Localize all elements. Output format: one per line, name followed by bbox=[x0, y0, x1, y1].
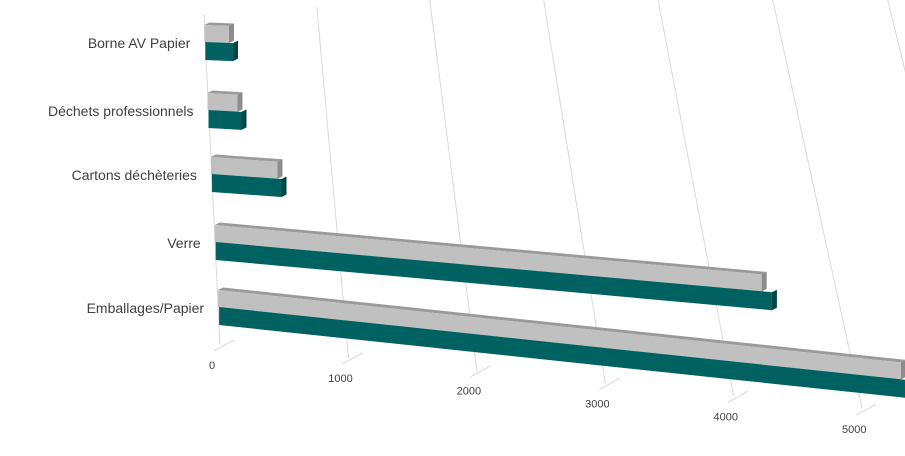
bar-teal-3 bbox=[215, 242, 777, 311]
bar-end-cap bbox=[277, 159, 283, 179]
bar-top-face bbox=[207, 90, 243, 95]
bar-front-face bbox=[218, 290, 901, 380]
gridline-3000 bbox=[543, 0, 606, 384]
x-tick-label: 1000 bbox=[328, 373, 352, 385]
gridlines bbox=[203, 0, 905, 416]
gridline-1000 bbox=[316, 7, 349, 358]
bar-end-cap bbox=[241, 109, 247, 130]
tick-mark-1000 bbox=[342, 352, 363, 365]
bar-grey-1 bbox=[207, 90, 243, 112]
bar-top-face bbox=[218, 287, 905, 363]
tick-mark-5000 bbox=[856, 403, 877, 416]
gridline-6000 bbox=[887, 0, 905, 73]
x-tick-label: 3000 bbox=[585, 399, 609, 411]
tick-mark-4000 bbox=[727, 390, 749, 403]
x-tick-label: 5000 bbox=[842, 424, 866, 436]
bar-front-face bbox=[208, 110, 242, 130]
x-tick-label: 4000 bbox=[714, 411, 738, 423]
bar-grey-2 bbox=[210, 154, 283, 179]
bar-front-face bbox=[214, 225, 762, 292]
category-label: Borne AV Papier bbox=[88, 35, 191, 51]
bar-end-cap bbox=[900, 360, 905, 380]
bar-front-face bbox=[219, 307, 905, 398]
tick-mark-0 bbox=[213, 339, 235, 352]
bar-teal-1 bbox=[208, 109, 247, 130]
bar-grey-0 bbox=[204, 22, 234, 43]
gridline-5000 bbox=[772, 0, 863, 410]
x-tick-label: 2000 bbox=[457, 386, 481, 398]
bar-end-cap bbox=[229, 23, 234, 43]
bar-end-cap bbox=[771, 289, 777, 311]
gridline-2000 bbox=[429, 0, 478, 371]
tick-mark-2000 bbox=[470, 365, 492, 378]
bar-teal-2 bbox=[211, 174, 287, 197]
bar-end-cap bbox=[233, 40, 238, 62]
bar-end-cap bbox=[281, 176, 287, 197]
x-tick-labels: 0100020003000400050006000 bbox=[209, 360, 867, 436]
bar-grey-4 bbox=[218, 287, 905, 380]
bar-end-cap bbox=[761, 271, 767, 292]
bar-teal-4 bbox=[219, 307, 905, 398]
category-label: Déchets professionnels bbox=[48, 103, 194, 119]
bar-front-face bbox=[210, 157, 278, 179]
bar-grey-3 bbox=[214, 222, 767, 292]
bar-front-face bbox=[215, 242, 772, 311]
bar-front-face bbox=[205, 42, 233, 62]
bar-front-face bbox=[211, 174, 282, 197]
bar-front-face bbox=[204, 25, 229, 43]
category-label: Verre bbox=[167, 235, 201, 251]
bar-teal-0 bbox=[205, 40, 238, 62]
category-label: Emballages/Papier bbox=[87, 300, 205, 316]
category-label: Cartons déchèteries bbox=[72, 167, 197, 183]
bar-end-cap bbox=[237, 92, 243, 112]
bar-top-face bbox=[214, 222, 767, 275]
bar-top-face bbox=[204, 22, 234, 26]
tick-mark-3000 bbox=[599, 378, 620, 390]
x-tick-label: 0 bbox=[209, 360, 215, 372]
bar-top-face bbox=[210, 154, 283, 162]
bar-front-face bbox=[207, 93, 238, 112]
gridline-4000 bbox=[657, 0, 735, 397]
bars bbox=[204, 22, 905, 398]
category-labels: Borne AV Papier Déchets professionnels Car… bbox=[48, 35, 204, 316]
